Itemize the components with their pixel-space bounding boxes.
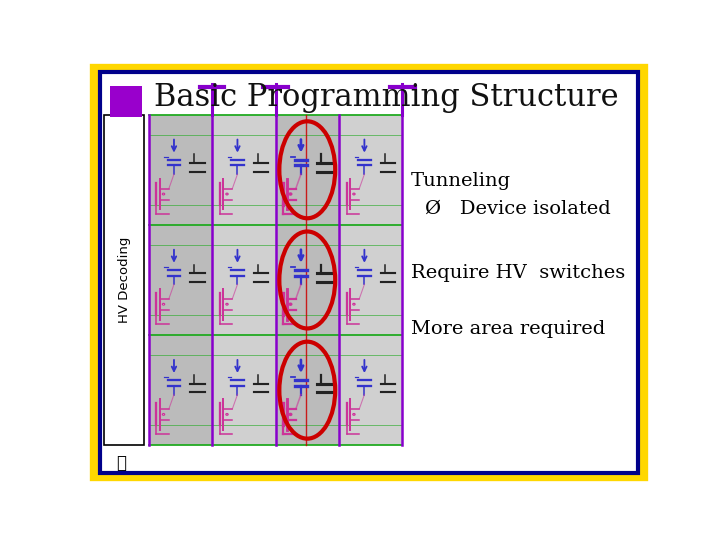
Text: 🐝: 🐝 <box>116 454 126 472</box>
Circle shape <box>226 303 228 305</box>
Bar <box>109 85 142 117</box>
Circle shape <box>353 193 355 195</box>
Text: HV Decoding: HV Decoding <box>117 237 130 323</box>
Circle shape <box>289 414 292 415</box>
Bar <box>104 114 144 446</box>
Bar <box>276 114 339 446</box>
Circle shape <box>353 414 355 415</box>
Circle shape <box>353 303 355 305</box>
Text: More area required: More area required <box>411 320 605 338</box>
Text: Ø   Device isolated: Ø Device isolated <box>425 199 611 217</box>
Circle shape <box>289 303 292 305</box>
Circle shape <box>163 414 165 415</box>
Bar <box>339 114 402 446</box>
Circle shape <box>163 193 165 195</box>
Circle shape <box>289 193 292 195</box>
Circle shape <box>226 414 228 415</box>
Bar <box>148 114 212 446</box>
Bar <box>212 114 276 446</box>
Text: Tunneling: Tunneling <box>411 172 511 190</box>
Text: Require HV  switches: Require HV switches <box>411 264 625 282</box>
Circle shape <box>226 193 228 195</box>
Circle shape <box>163 303 165 305</box>
Text: Basic Programming Structure: Basic Programming Structure <box>154 82 618 113</box>
